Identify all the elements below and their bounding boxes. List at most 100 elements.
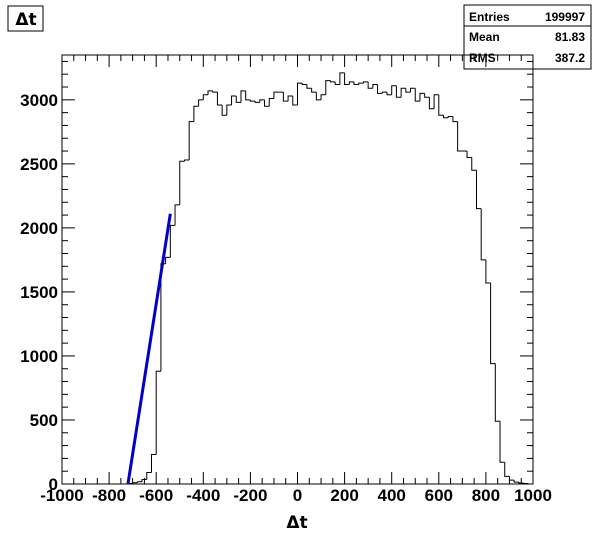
histogram-bin — [353, 81, 359, 85]
y-tick-label: 2000 — [20, 219, 58, 238]
histogram-bin — [320, 94, 326, 100]
stats-box: Entries 199997 Mean 81.83 RMS 387.2 — [463, 4, 592, 70]
y-tick-label: 1500 — [20, 283, 58, 302]
histogram-bin — [443, 115, 449, 119]
x-tick-label: 400 — [378, 486, 406, 505]
x-tick-label: -800 — [92, 486, 126, 505]
histogram-bin — [306, 84, 312, 89]
histogram-bin — [471, 157, 477, 171]
histogram-bin — [523, 482, 529, 484]
histogram-bin — [424, 93, 430, 98]
x-tick-label: -400 — [186, 486, 220, 505]
histogram-bin — [457, 121, 463, 152]
histogram-bin — [527, 483, 533, 485]
y-axis: 0 500 1000 1500 2000 2500 3000 — [20, 60, 533, 494]
histogram-bin — [221, 104, 227, 116]
y-tick-label: 1000 — [20, 347, 58, 366]
histogram-bin — [160, 263, 166, 372]
stats-entries-value: 199997 — [545, 10, 585, 24]
histogram-bin — [273, 91, 279, 99]
histogram-bin — [146, 471, 152, 480]
histogram-bin — [202, 94, 209, 100]
histogram-bin — [264, 99, 270, 107]
histogram-bin — [169, 224, 176, 258]
histogram-bin — [405, 88, 411, 93]
stats-mean-value: 81.83 — [555, 30, 585, 44]
x-tick-label: -1000 — [40, 486, 83, 505]
histogram-bin — [372, 83, 378, 89]
stats-rms-value: 387.2 — [555, 51, 585, 65]
histogram-bin — [179, 160, 185, 205]
y-tick-label: 3000 — [20, 91, 58, 110]
histogram-bin — [297, 82, 303, 105]
histogram-bin — [485, 259, 491, 284]
x-tick-label: -200 — [233, 486, 267, 505]
histogram-bin — [329, 80, 336, 83]
histogram-bin — [344, 72, 350, 85]
histogram-bin — [188, 121, 194, 161]
histogram-bin — [367, 81, 373, 89]
histogram-bin — [362, 81, 369, 84]
histogram-bin — [165, 256, 171, 264]
histogram-bin — [452, 116, 458, 123]
histogram-bin — [207, 90, 213, 95]
histogram-bin — [428, 97, 435, 110]
histogram-bin — [447, 115, 453, 118]
histogram-bin — [377, 84, 383, 94]
histogram-bin — [381, 91, 387, 94]
x-axis-label: Δt — [286, 513, 307, 533]
histogram-bin — [292, 95, 298, 106]
histogram-bin — [174, 204, 180, 226]
histogram-bin — [508, 476, 515, 481]
fit-series — [126, 213, 172, 485]
histogram-bin — [198, 99, 204, 107]
histogram-bin — [301, 83, 307, 85]
histogram-bin — [311, 88, 317, 93]
histogram-bin — [183, 159, 190, 162]
histogram-bin — [268, 98, 274, 107]
histogram-bin — [150, 454, 157, 473]
histogram-bin — [259, 99, 265, 103]
histogram-series — [62, 72, 533, 485]
chart-title: Δt — [15, 10, 36, 30]
x-axis: -1000 -800 -600 -400 -200 0 200 400 600 800 1000 — [40, 55, 552, 505]
histogram-bin — [315, 92, 322, 101]
histogram-bin — [499, 421, 505, 463]
title-box: Δt — [7, 5, 44, 32]
histogram-bin — [386, 92, 392, 96]
histogram-bin — [254, 101, 260, 103]
y-tick-label: 0 — [49, 475, 58, 494]
histogram-bin — [518, 482, 524, 484]
histogram-bin — [400, 87, 406, 98]
y-tick-label: 2500 — [20, 155, 58, 174]
histogram-bin — [155, 370, 161, 455]
histogram-bin — [480, 208, 486, 261]
histogram-bin — [282, 92, 289, 102]
histogram-bin — [358, 82, 364, 85]
histogram-bin — [334, 81, 340, 85]
histogram-bin — [348, 81, 355, 85]
histogram-bin — [395, 85, 402, 98]
x-tick-label: 200 — [330, 486, 358, 505]
stats-mean-label: Mean — [469, 30, 500, 44]
histogram-bin — [193, 105, 199, 122]
histogram-bin — [212, 90, 218, 93]
histogram-bin — [231, 95, 237, 105]
histogram-bin — [249, 99, 256, 102]
histogram-bin — [235, 95, 241, 103]
plot-frame — [61, 54, 534, 485]
x-tick-label: -600 — [139, 486, 173, 505]
histogram-bin — [141, 479, 147, 482]
histogram-bin — [433, 94, 439, 109]
x-tick-label: 0 — [293, 486, 302, 505]
histogram-bin — [466, 151, 472, 158]
x-tick-label: 800 — [472, 486, 500, 505]
x-tick-label: 600 — [425, 486, 453, 505]
histogram-bin — [504, 462, 510, 477]
histogram-bin — [216, 92, 223, 106]
x-tick-label: 1000 — [514, 486, 552, 505]
histogram-bin — [490, 282, 496, 365]
y-tick-label: 500 — [30, 411, 58, 430]
histogram-bin — [132, 482, 138, 484]
histogram-bin — [391, 85, 397, 95]
